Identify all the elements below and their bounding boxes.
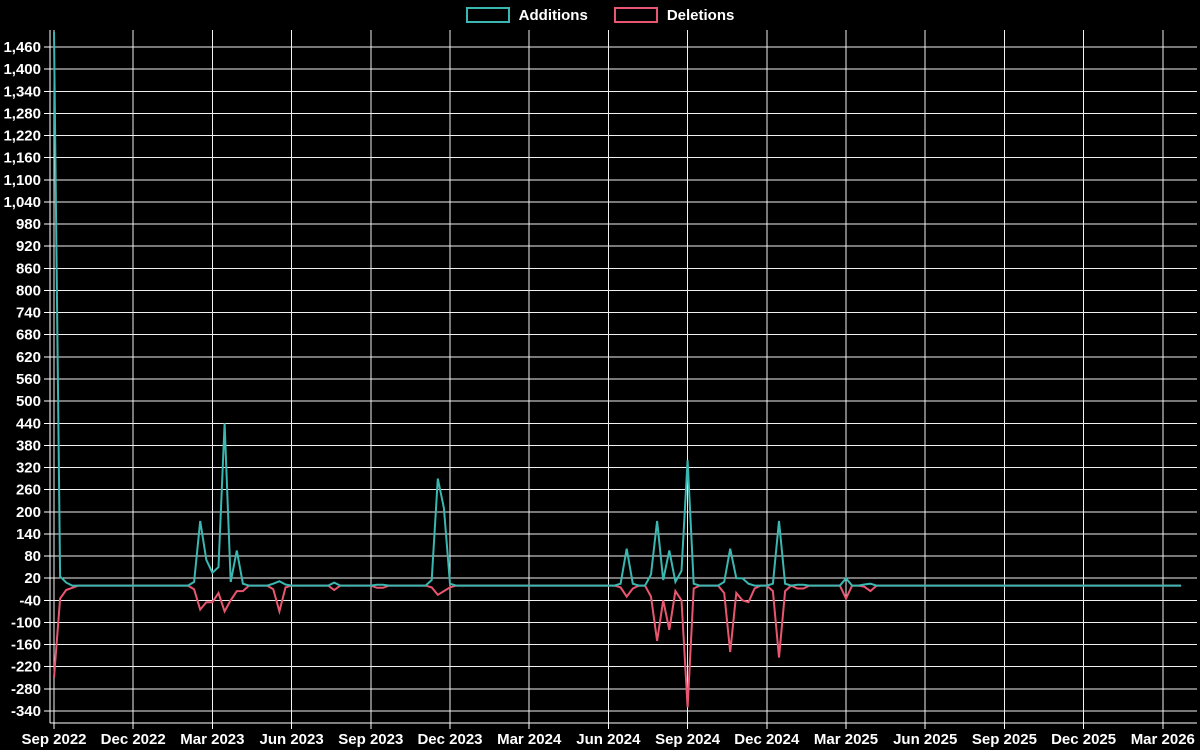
deletions-legend-label: Deletions [666, 6, 735, 24]
gridlines [50, 30, 1197, 723]
y-tick-label: 320 [16, 460, 41, 477]
y-tick-label: -100 [11, 614, 41, 631]
x-tick-label: Jun 2023 [259, 731, 323, 748]
x-tick-label: Jun 2024 [576, 731, 641, 748]
legend-item-deletions[interactable]: Deletions [613, 6, 735, 24]
y-tick-label: 200 [16, 504, 41, 521]
y-tick-label: 1,220 [3, 128, 41, 145]
y-tick-label: -160 [11, 637, 41, 654]
x-tick-label: Dec 2022 [101, 731, 166, 748]
x-tick-label: Mar 2024 [497, 731, 562, 748]
x-tick-label: Mar 2023 [180, 731, 244, 748]
x-tick-label: Dec 2023 [417, 731, 482, 748]
y-tick-label: 1,280 [3, 105, 41, 122]
y-tick-label: -40 [19, 592, 41, 609]
y-tick-label: 740 [16, 305, 41, 322]
y-tick-label: 1,400 [3, 61, 41, 78]
x-tick-label: Jun 2025 [893, 731, 957, 748]
y-tick-label: 20 [24, 570, 41, 587]
legend: Additions Deletions [0, 7, 1200, 23]
y-tick-label: 1,460 [3, 39, 41, 56]
y-tick-label: 860 [16, 260, 41, 277]
y-tick-label: 140 [16, 526, 41, 543]
x-tick-label: Mar 2026 [1131, 731, 1195, 748]
additions-line[interactable] [53, 32, 1182, 587]
y-tick-label: 500 [16, 393, 41, 410]
x-tick-label: Mar 2025 [814, 731, 878, 748]
y-tick-label: 680 [16, 327, 41, 344]
axes [44, 30, 1197, 729]
y-tick-label: 920 [16, 238, 41, 255]
y-tick-label: 80 [24, 548, 41, 565]
y-tick-label: 560 [16, 371, 41, 388]
y-tick-label: 260 [16, 482, 41, 499]
y-tick-label: 1,160 [3, 150, 41, 167]
additions-swatch [465, 7, 510, 23]
y-axis-labels: 1,460 1,400 1,340 1,280 1,220 1,160 1,100 1,040… [3, 39, 41, 720]
additions-legend-label: Additions [518, 6, 588, 24]
y-tick-label: 440 [16, 415, 41, 432]
y-tick-label: 800 [16, 282, 41, 299]
y-tick-label: 1,340 [3, 83, 41, 100]
x-tick-label: Dec 2025 [1051, 731, 1116, 748]
y-tick-label: 1,040 [3, 194, 41, 211]
x-tick-label: Sep 2025 [972, 731, 1037, 748]
x-tick-label: Sep 2022 [21, 731, 86, 748]
y-tick-label: -220 [11, 659, 41, 676]
legend-item-additions[interactable]: Additions [465, 6, 588, 24]
x-tick-label: Sep 2023 [338, 731, 403, 748]
y-tick-label: -340 [11, 703, 41, 720]
y-tick-label: 980 [16, 216, 41, 233]
y-tick-label: 1,100 [3, 172, 41, 189]
deletions-swatch [613, 7, 658, 23]
x-axis-labels: Sep 2022 Dec 2022 Mar 2023 Jun 2023 Sep 2023… [21, 731, 1194, 748]
x-tick-label: Sep 2024 [655, 731, 721, 748]
y-tick-label: 380 [16, 437, 41, 454]
y-tick-label: -280 [11, 681, 41, 698]
y-tick-label: 620 [16, 349, 41, 366]
x-tick-label: Dec 2024 [734, 731, 800, 748]
